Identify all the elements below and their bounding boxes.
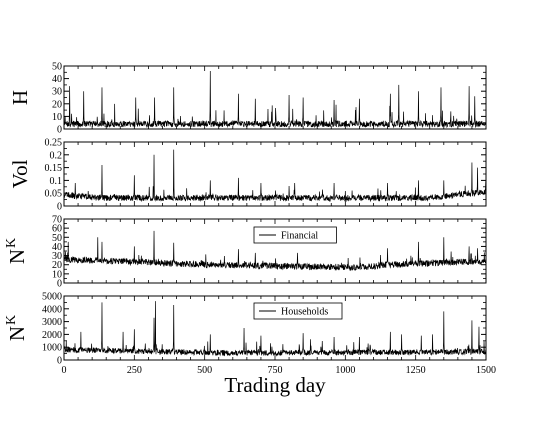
y-tick-label: 0 (57, 356, 62, 367)
y-tick-label: 0.25 (45, 138, 63, 149)
y-tick-label: 0 (57, 279, 62, 290)
y-axis-label: Vol (8, 159, 32, 188)
series-line-panel-1 (63, 71, 487, 129)
x-axis-label: Trading day (224, 373, 326, 397)
legend-label: Households (281, 307, 328, 318)
y-tick-label: 0.15 (45, 163, 63, 174)
y-tick-label: 0 (57, 125, 62, 136)
y-tick-label: 40 (52, 74, 62, 85)
y-tick-label: 3000 (42, 317, 62, 328)
y-tick-label: 40 (52, 242, 62, 253)
x-tick-label: 500 (197, 365, 212, 376)
y-tick-label: 50 (52, 233, 62, 244)
y-tick-label: 10 (52, 112, 62, 123)
legend-label: Financial (281, 231, 318, 242)
y-tick-label: 0.05 (45, 189, 63, 200)
series-line-panel-3 (63, 230, 487, 272)
series-line-panel-2 (63, 149, 487, 203)
y-tick-label: 5000 (42, 292, 62, 303)
y-axis-label: H (8, 90, 32, 105)
legend-box (253, 226, 337, 244)
x-tick-label: 250 (127, 365, 142, 376)
y-tick-label: 30 (52, 87, 62, 98)
y-tick-label: 10 (52, 269, 62, 280)
panel-2: 0 0.05 0.1 0.15 0.20.25 Vol (8, 138, 487, 213)
legend: Financial (253, 226, 337, 244)
y-tick-label: 1000 (42, 343, 62, 354)
y-tick-label: 4000 (42, 304, 62, 315)
y-tick-label: 20 (52, 99, 62, 110)
legend-box (253, 302, 343, 320)
y-tick-label: 70 (52, 215, 62, 226)
y-tick-label: 60 (52, 224, 62, 235)
legend: Households (253, 302, 343, 320)
y-tick-label: 30 (52, 251, 62, 262)
y-tick-label: 2000 (42, 330, 62, 341)
y-tick-label: 20 (52, 260, 62, 271)
x-tick-label: 1000 (335, 365, 355, 376)
series-line-panel-4 (63, 301, 487, 357)
y-tick-label: 0 (57, 202, 62, 213)
y-tick-label: 0.1 (50, 176, 63, 187)
x-tick-label: 0 (62, 365, 67, 376)
plot-frame (63, 65, 487, 130)
x-tick-label: 750 (268, 365, 283, 376)
x-tick-label: 1500 (476, 365, 496, 376)
y-axis-label: NK (4, 315, 29, 341)
x-tick-label: 1250 (406, 365, 426, 376)
y-axis-label: NK (4, 238, 29, 264)
y-tick-label: 0.2 (50, 150, 63, 161)
y-tick-label: 50 (52, 62, 62, 73)
